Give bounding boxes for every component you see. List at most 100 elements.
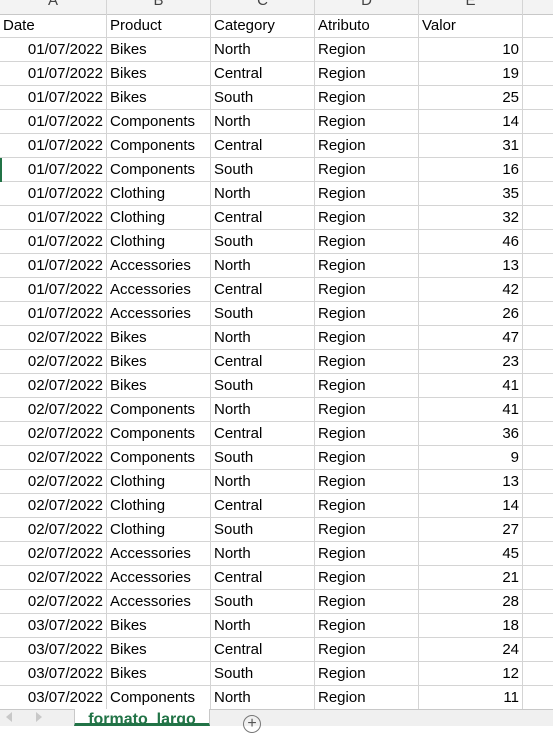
cell-valor[interactable]: 27	[419, 518, 523, 542]
cell-valor[interactable]: 10	[419, 38, 523, 62]
cell-empty[interactable]	[523, 254, 553, 278]
cell-product[interactable]: Bikes	[107, 326, 211, 350]
cell-date[interactable]: 02/07/2022	[0, 518, 107, 542]
cell-date[interactable]: 02/07/2022	[0, 470, 107, 494]
cell-product[interactable]: Clothing	[107, 470, 211, 494]
cell-category[interactable]: Central	[211, 422, 315, 446]
cell-empty[interactable]	[523, 566, 553, 590]
cell-atributo[interactable]: Region	[315, 422, 419, 446]
cell-product[interactable]: Clothing	[107, 518, 211, 542]
cell-empty[interactable]	[523, 614, 553, 638]
tab-scroll-right-icon[interactable]	[36, 712, 42, 722]
cell-date[interactable]: 02/07/2022	[0, 590, 107, 614]
cell-atributo[interactable]: Region	[315, 38, 419, 62]
cell-product[interactable]: Bikes	[107, 62, 211, 86]
cell-empty[interactable]	[523, 470, 553, 494]
cell-empty[interactable]	[523, 398, 553, 422]
cell-valor[interactable]: 36	[419, 422, 523, 446]
cell-empty[interactable]	[523, 686, 553, 710]
cell-product[interactable]: Components	[107, 110, 211, 134]
cell-valor[interactable]: 26	[419, 302, 523, 326]
cell-product[interactable]: Accessories	[107, 278, 211, 302]
cell-atributo[interactable]: Region	[315, 254, 419, 278]
cell-valor[interactable]: 41	[419, 398, 523, 422]
cell-product[interactable]: Clothing	[107, 230, 211, 254]
cell-category[interactable]: South	[211, 446, 315, 470]
cell-valor[interactable]: 18	[419, 614, 523, 638]
cell-atributo[interactable]: Region	[315, 662, 419, 686]
cell-atributo[interactable]: Region	[315, 182, 419, 206]
cell-atributo[interactable]: Region	[315, 590, 419, 614]
cell-valor[interactable]: 23	[419, 350, 523, 374]
cell-empty[interactable]	[523, 350, 553, 374]
cell-category[interactable]: North	[211, 470, 315, 494]
cell-atributo[interactable]: Region	[315, 302, 419, 326]
cell-category[interactable]: North	[211, 614, 315, 638]
cell-category[interactable]: North	[211, 686, 315, 710]
cell-valor[interactable]: 35	[419, 182, 523, 206]
add-sheet-icon[interactable]: +	[243, 715, 261, 733]
cell-date[interactable]: 03/07/2022	[0, 638, 107, 662]
cell-atributo[interactable]: Region	[315, 686, 419, 710]
cell-valor[interactable]: 24	[419, 638, 523, 662]
column-header-c[interactable]: C	[211, 0, 315, 14]
column-header-e[interactable]: E	[419, 0, 523, 14]
cell-date[interactable]: 01/07/2022	[0, 38, 107, 62]
cell-empty[interactable]	[523, 542, 553, 566]
cell-atributo[interactable]: Region	[315, 446, 419, 470]
cell-date[interactable]: 01/07/2022	[0, 206, 107, 230]
cell-empty[interactable]	[523, 518, 553, 542]
cell-valor[interactable]: 42	[419, 278, 523, 302]
cell-valor[interactable]: 16	[419, 158, 523, 182]
cell-valor[interactable]: 13	[419, 470, 523, 494]
cell-valor[interactable]: 21	[419, 566, 523, 590]
cell-product[interactable]: Clothing	[107, 182, 211, 206]
cell-valor[interactable]: 41	[419, 374, 523, 398]
cell-empty[interactable]	[523, 182, 553, 206]
cell-date[interactable]: 01/07/2022	[0, 182, 107, 206]
cell-valor[interactable]: 46	[419, 230, 523, 254]
cell-product[interactable]: Components	[107, 446, 211, 470]
cell-product[interactable]: Bikes	[107, 614, 211, 638]
cell-product[interactable]: Components	[107, 422, 211, 446]
cell-product[interactable]: Accessories	[107, 566, 211, 590]
cell-product[interactable]: Bikes	[107, 350, 211, 374]
cell-date[interactable]: 02/07/2022	[0, 326, 107, 350]
cell-empty[interactable]	[523, 134, 553, 158]
cell-atributo[interactable]: Region	[315, 110, 419, 134]
cell-date[interactable]: 02/07/2022	[0, 422, 107, 446]
cell-header-category[interactable]: Category	[211, 14, 315, 38]
cell-atributo[interactable]: Region	[315, 566, 419, 590]
cell-category[interactable]: Central	[211, 566, 315, 590]
cell-valor[interactable]: 12	[419, 662, 523, 686]
cell-atributo[interactable]: Region	[315, 374, 419, 398]
cell-product[interactable]: Accessories	[107, 590, 211, 614]
cell-category[interactable]: South	[211, 302, 315, 326]
cell-product[interactable]: Components	[107, 158, 211, 182]
cell-date[interactable]: 01/07/2022	[0, 158, 107, 182]
cell-atributo[interactable]: Region	[315, 134, 419, 158]
cell-header-date[interactable]: Date	[0, 14, 107, 38]
cell-category[interactable]: North	[211, 110, 315, 134]
cell-atributo[interactable]: Region	[315, 494, 419, 518]
cell-empty[interactable]	[523, 14, 553, 38]
cell-atributo[interactable]: Region	[315, 350, 419, 374]
cell-product[interactable]: Bikes	[107, 86, 211, 110]
cell-category[interactable]: North	[211, 542, 315, 566]
cell-date[interactable]: 01/07/2022	[0, 110, 107, 134]
cell-product[interactable]: Components	[107, 686, 211, 710]
cell-category[interactable]: North	[211, 326, 315, 350]
cell-header-valor[interactable]: Valor	[419, 14, 523, 38]
cell-category[interactable]: North	[211, 254, 315, 278]
cell-valor[interactable]: 31	[419, 134, 523, 158]
cell-category[interactable]: South	[211, 230, 315, 254]
cell-date[interactable]: 01/07/2022	[0, 86, 107, 110]
cell-empty[interactable]	[523, 638, 553, 662]
cell-category[interactable]: Central	[211, 494, 315, 518]
cell-empty[interactable]	[523, 494, 553, 518]
cell-empty[interactable]	[523, 326, 553, 350]
cell-date[interactable]: 01/07/2022	[0, 134, 107, 158]
cell-valor[interactable]: 14	[419, 110, 523, 134]
cell-date[interactable]: 02/07/2022	[0, 494, 107, 518]
cell-valor[interactable]: 19	[419, 62, 523, 86]
